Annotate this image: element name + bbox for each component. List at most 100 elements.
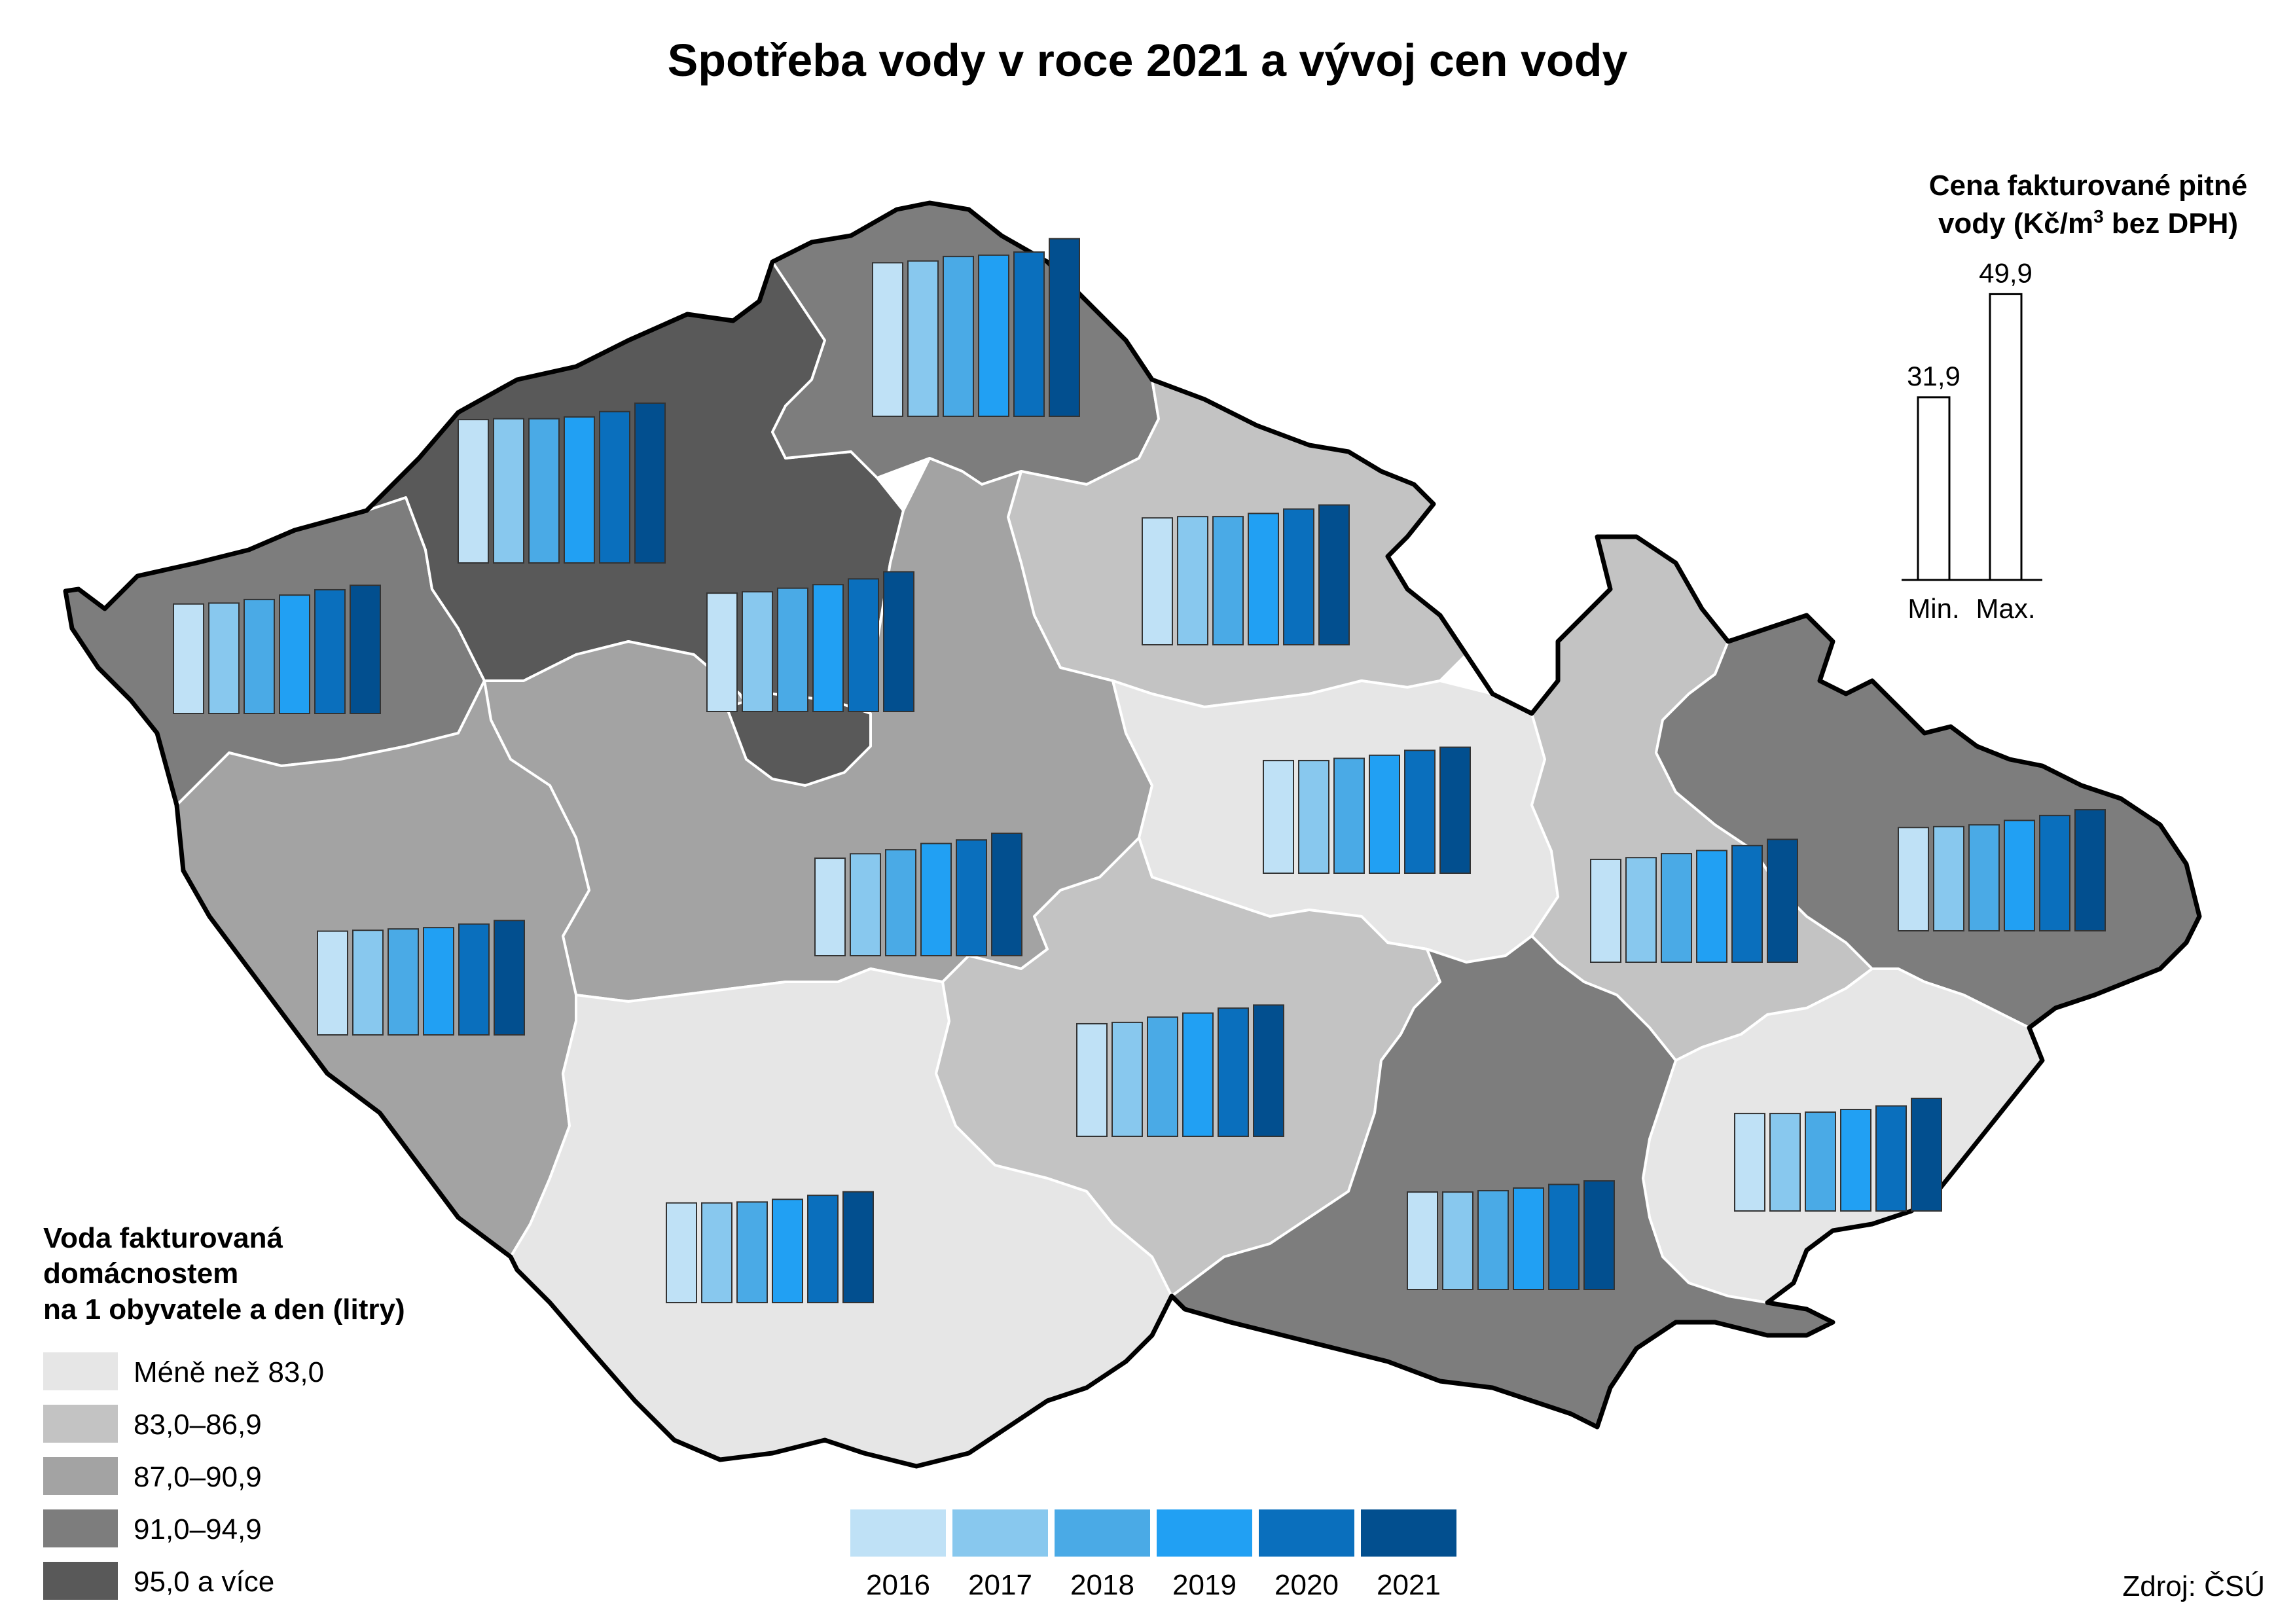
price-bar-2017 bbox=[352, 929, 384, 1036]
price-bar-2018 bbox=[1147, 1016, 1178, 1138]
region-bar-group bbox=[706, 571, 914, 713]
source-note: Zdroj: ČSÚ bbox=[2122, 1570, 2265, 1602]
price-bar-2020 bbox=[599, 410, 630, 564]
legend-class-label: Méně než 83,0 bbox=[134, 1356, 324, 1388]
price-bar-2018 bbox=[1661, 853, 1692, 963]
price-bar-2020 bbox=[956, 839, 987, 956]
price-bar-2018 bbox=[244, 598, 275, 714]
legend-class-label: 83,0–86,9 bbox=[134, 1409, 262, 1441]
price-bar-2021 bbox=[991, 833, 1022, 956]
price-panel-bar-min bbox=[1917, 396, 1951, 581]
price-bar-2017 bbox=[1769, 1113, 1801, 1212]
price-bar-2021 bbox=[634, 402, 666, 564]
price-bar-2018 bbox=[1333, 757, 1365, 875]
price-bar-2021 bbox=[1583, 1180, 1615, 1290]
price-panel: Cena fakturované pitné vody (Kč/m3 bez D… bbox=[1902, 170, 2247, 624]
legend-class-label: 87,0–90,9 bbox=[134, 1461, 262, 1493]
legend-title-line2: domácnostem bbox=[43, 1257, 238, 1290]
year-label: 2021 bbox=[1377, 1569, 1441, 1601]
price-panel-title-line1: Cena fakturované pitné bbox=[1929, 170, 2248, 202]
price-bar-2019 bbox=[772, 1199, 803, 1303]
price-bar-2017 bbox=[1111, 1021, 1143, 1138]
region-bar-group bbox=[1734, 1097, 1942, 1212]
country-border bbox=[63, 200, 2202, 1469]
price-bar-2017 bbox=[701, 1202, 732, 1304]
price-bar-2016 bbox=[1263, 759, 1294, 874]
price-bar-2017 bbox=[742, 591, 773, 713]
year-label: 2018 bbox=[1070, 1569, 1134, 1601]
price-bar-2016 bbox=[1407, 1191, 1438, 1290]
price-panel-axis-label: Min. bbox=[1907, 593, 1959, 624]
price-bar-2021 bbox=[2074, 809, 2106, 932]
price-bar-2021 bbox=[1911, 1097, 1942, 1212]
price-bar-2018 bbox=[777, 587, 808, 713]
legend-swatch bbox=[43, 1457, 118, 1495]
region-bar-groups bbox=[173, 238, 2106, 1304]
price-bar-2017 bbox=[1177, 516, 1208, 645]
price-bar-2016 bbox=[666, 1202, 697, 1304]
price-bar-2017 bbox=[1933, 825, 1964, 931]
region-bar-group bbox=[1076, 1004, 1284, 1138]
price-bar-2019 bbox=[978, 254, 1009, 417]
price-bar-2019 bbox=[2004, 820, 2035, 931]
price-bar-2017 bbox=[208, 602, 240, 714]
price-panel-axis-label: Max. bbox=[1976, 593, 2035, 624]
price-bar-2021 bbox=[1767, 839, 1798, 963]
price-bar-2018 bbox=[528, 418, 560, 564]
price-bar-2021 bbox=[1049, 238, 1080, 417]
price-bar-2016 bbox=[1898, 827, 1929, 931]
price-bar-2020 bbox=[1013, 251, 1045, 417]
price-bar-2019 bbox=[423, 927, 454, 1036]
legend-swatch bbox=[43, 1562, 118, 1600]
year-swatch-2018 bbox=[1055, 1509, 1150, 1557]
price-bar-2018 bbox=[1968, 824, 2000, 932]
year-legend: 2016 2017 2018 2019 2020 2021 bbox=[850, 1509, 1456, 1601]
price-panel-value-label: 31,9 bbox=[1907, 361, 1961, 391]
region-bar-group bbox=[872, 238, 1080, 417]
region-bar-group bbox=[1898, 809, 2106, 932]
price-bar-2020 bbox=[848, 578, 879, 712]
year-label: 2019 bbox=[1172, 1569, 1237, 1601]
price-bar-2020 bbox=[1283, 508, 1314, 645]
legend: Voda fakturovaná domácnostem na 1 obyvat… bbox=[43, 1222, 405, 1600]
region-bar-group bbox=[814, 833, 1022, 957]
price-bar-2018 bbox=[388, 928, 419, 1036]
price-bar-2017 bbox=[1298, 759, 1329, 874]
price-panel-value-label: 49,9 bbox=[1979, 257, 2033, 288]
price-bar-2016 bbox=[458, 419, 489, 564]
region-bar-group bbox=[1590, 839, 1798, 964]
price-bar-2019 bbox=[1369, 754, 1400, 875]
price-bar-2016 bbox=[814, 857, 846, 956]
year-swatch-2020 bbox=[1259, 1509, 1354, 1557]
price-bar-2019 bbox=[812, 584, 844, 713]
region-bar-group bbox=[173, 585, 381, 715]
legend-title-line3: na 1 obyvatele a den (litry) bbox=[43, 1293, 405, 1326]
price-bar-2020 bbox=[1548, 1183, 1580, 1291]
price-bar-2019 bbox=[279, 594, 310, 714]
price-bar-2020 bbox=[1218, 1007, 1249, 1138]
price-bar-2021 bbox=[883, 571, 914, 712]
price-bar-2021 bbox=[350, 585, 381, 714]
price-bar-2019 bbox=[1248, 513, 1279, 646]
price-bar-2019 bbox=[1182, 1012, 1214, 1138]
year-label: 2017 bbox=[968, 1569, 1032, 1601]
price-bar-2021 bbox=[1253, 1004, 1284, 1138]
price-bar-2018 bbox=[943, 255, 974, 417]
price-bar-2016 bbox=[1142, 517, 1173, 646]
legend-class-label: 91,0–94,9 bbox=[134, 1513, 262, 1545]
year-swatch-2017 bbox=[952, 1509, 1048, 1557]
price-bar-2016 bbox=[1590, 858, 1621, 964]
price-bar-2016 bbox=[173, 603, 204, 714]
price-bar-2020 bbox=[458, 923, 490, 1036]
price-bar-2017 bbox=[850, 853, 881, 957]
region-bar-group bbox=[458, 402, 666, 564]
price-panel-bar-max bbox=[1989, 293, 2023, 581]
price-bar-2016 bbox=[872, 262, 903, 417]
legend-swatch bbox=[43, 1509, 118, 1547]
region-bar-group bbox=[666, 1191, 874, 1304]
legend-title-line1: Voda fakturovaná bbox=[43, 1222, 283, 1254]
region-bar-group bbox=[1263, 746, 1471, 875]
year-swatch-2016 bbox=[850, 1509, 946, 1557]
price-bar-2018 bbox=[1477, 1190, 1509, 1291]
